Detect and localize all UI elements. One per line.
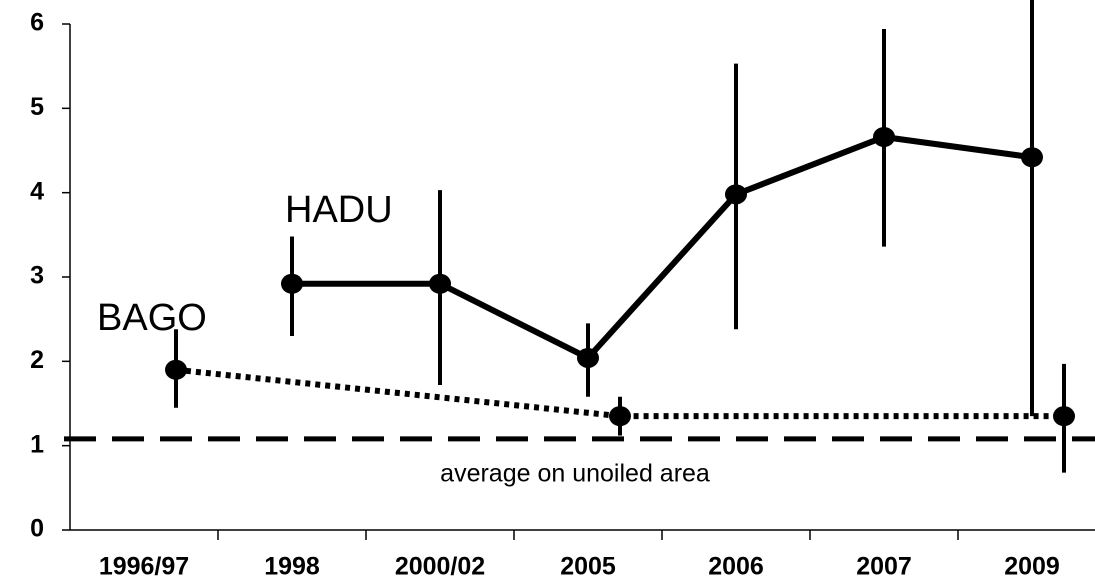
series-label: HADU [285,189,393,231]
x-tick-label: 2009 [1004,553,1060,581]
point [873,127,895,148]
y-tick-label: 6 [30,9,44,37]
y-tick-label: 1 [30,430,44,458]
x-tick-label: 1996/97 [99,553,189,581]
point [429,273,451,294]
point [1021,147,1043,168]
y-tick-label: 4 [30,177,44,205]
point [165,359,187,380]
series-line [175,366,1064,420]
y-tick-label: 5 [30,93,44,121]
y-tick-label: 3 [30,262,44,290]
point [1053,406,1075,427]
y-tick-label: 0 [30,515,44,543]
x-tick-label: 2005 [560,553,616,581]
point [609,406,631,427]
x-tick-label: 2000/02 [395,553,485,581]
point [725,184,747,205]
point [577,347,599,368]
x-tick-label: 2007 [856,553,912,581]
x-tick-label: 2006 [708,553,764,581]
reference-label: average on unoiled area [440,460,710,488]
point [281,273,303,294]
series-label: BAGO [97,297,207,339]
y-tick-label: 2 [30,346,44,374]
series-line [292,133,1033,362]
x-tick-label: 1998 [264,553,320,581]
